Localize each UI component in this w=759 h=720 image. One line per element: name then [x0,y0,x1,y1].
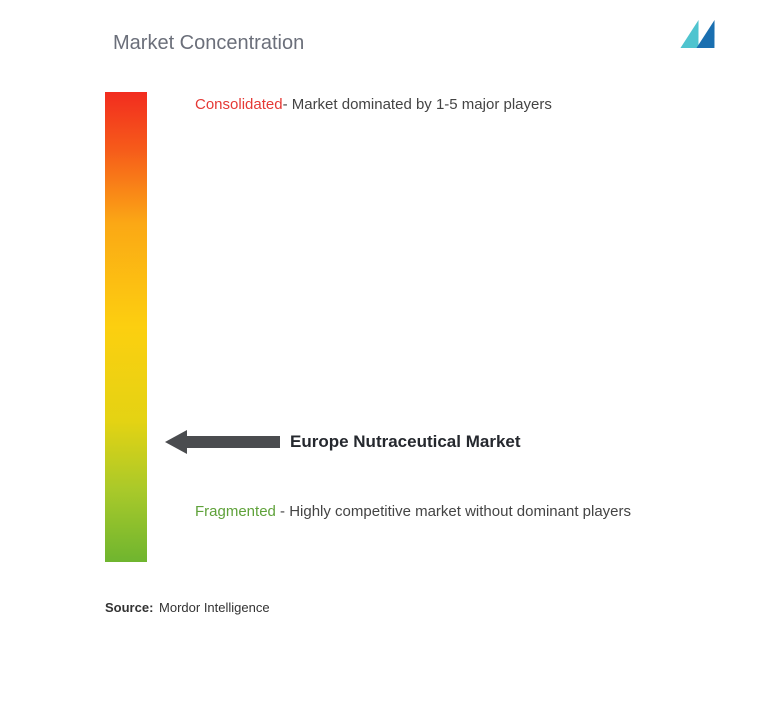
consolidated-label-row: Consolidated - Market dominated by 1-5 m… [195,96,552,113]
fragmented-label-row: Fragmented - Highly competitive market w… [195,500,665,524]
concentration-scale-bar [105,92,147,562]
market-name-label: Europe Nutraceutical Market [290,432,521,452]
consolidated-key: Consolidated [195,96,283,113]
page-title: Market Concentration [113,32,719,55]
marker-row: Europe Nutraceutical Market [165,430,521,454]
source-row: Source: Mordor Intelligence [105,600,270,615]
source-value: Mordor Intelligence [159,600,270,615]
consolidated-text: - Market dominated by 1-5 major players [283,96,552,113]
marker-arrow-icon [165,430,280,454]
fragmented-text: - Highly competitive market without domi… [280,503,631,520]
fragmented-key: Fragmented [195,503,276,520]
source-label: Source: [105,600,153,615]
brand-logo-icon [685,20,719,48]
